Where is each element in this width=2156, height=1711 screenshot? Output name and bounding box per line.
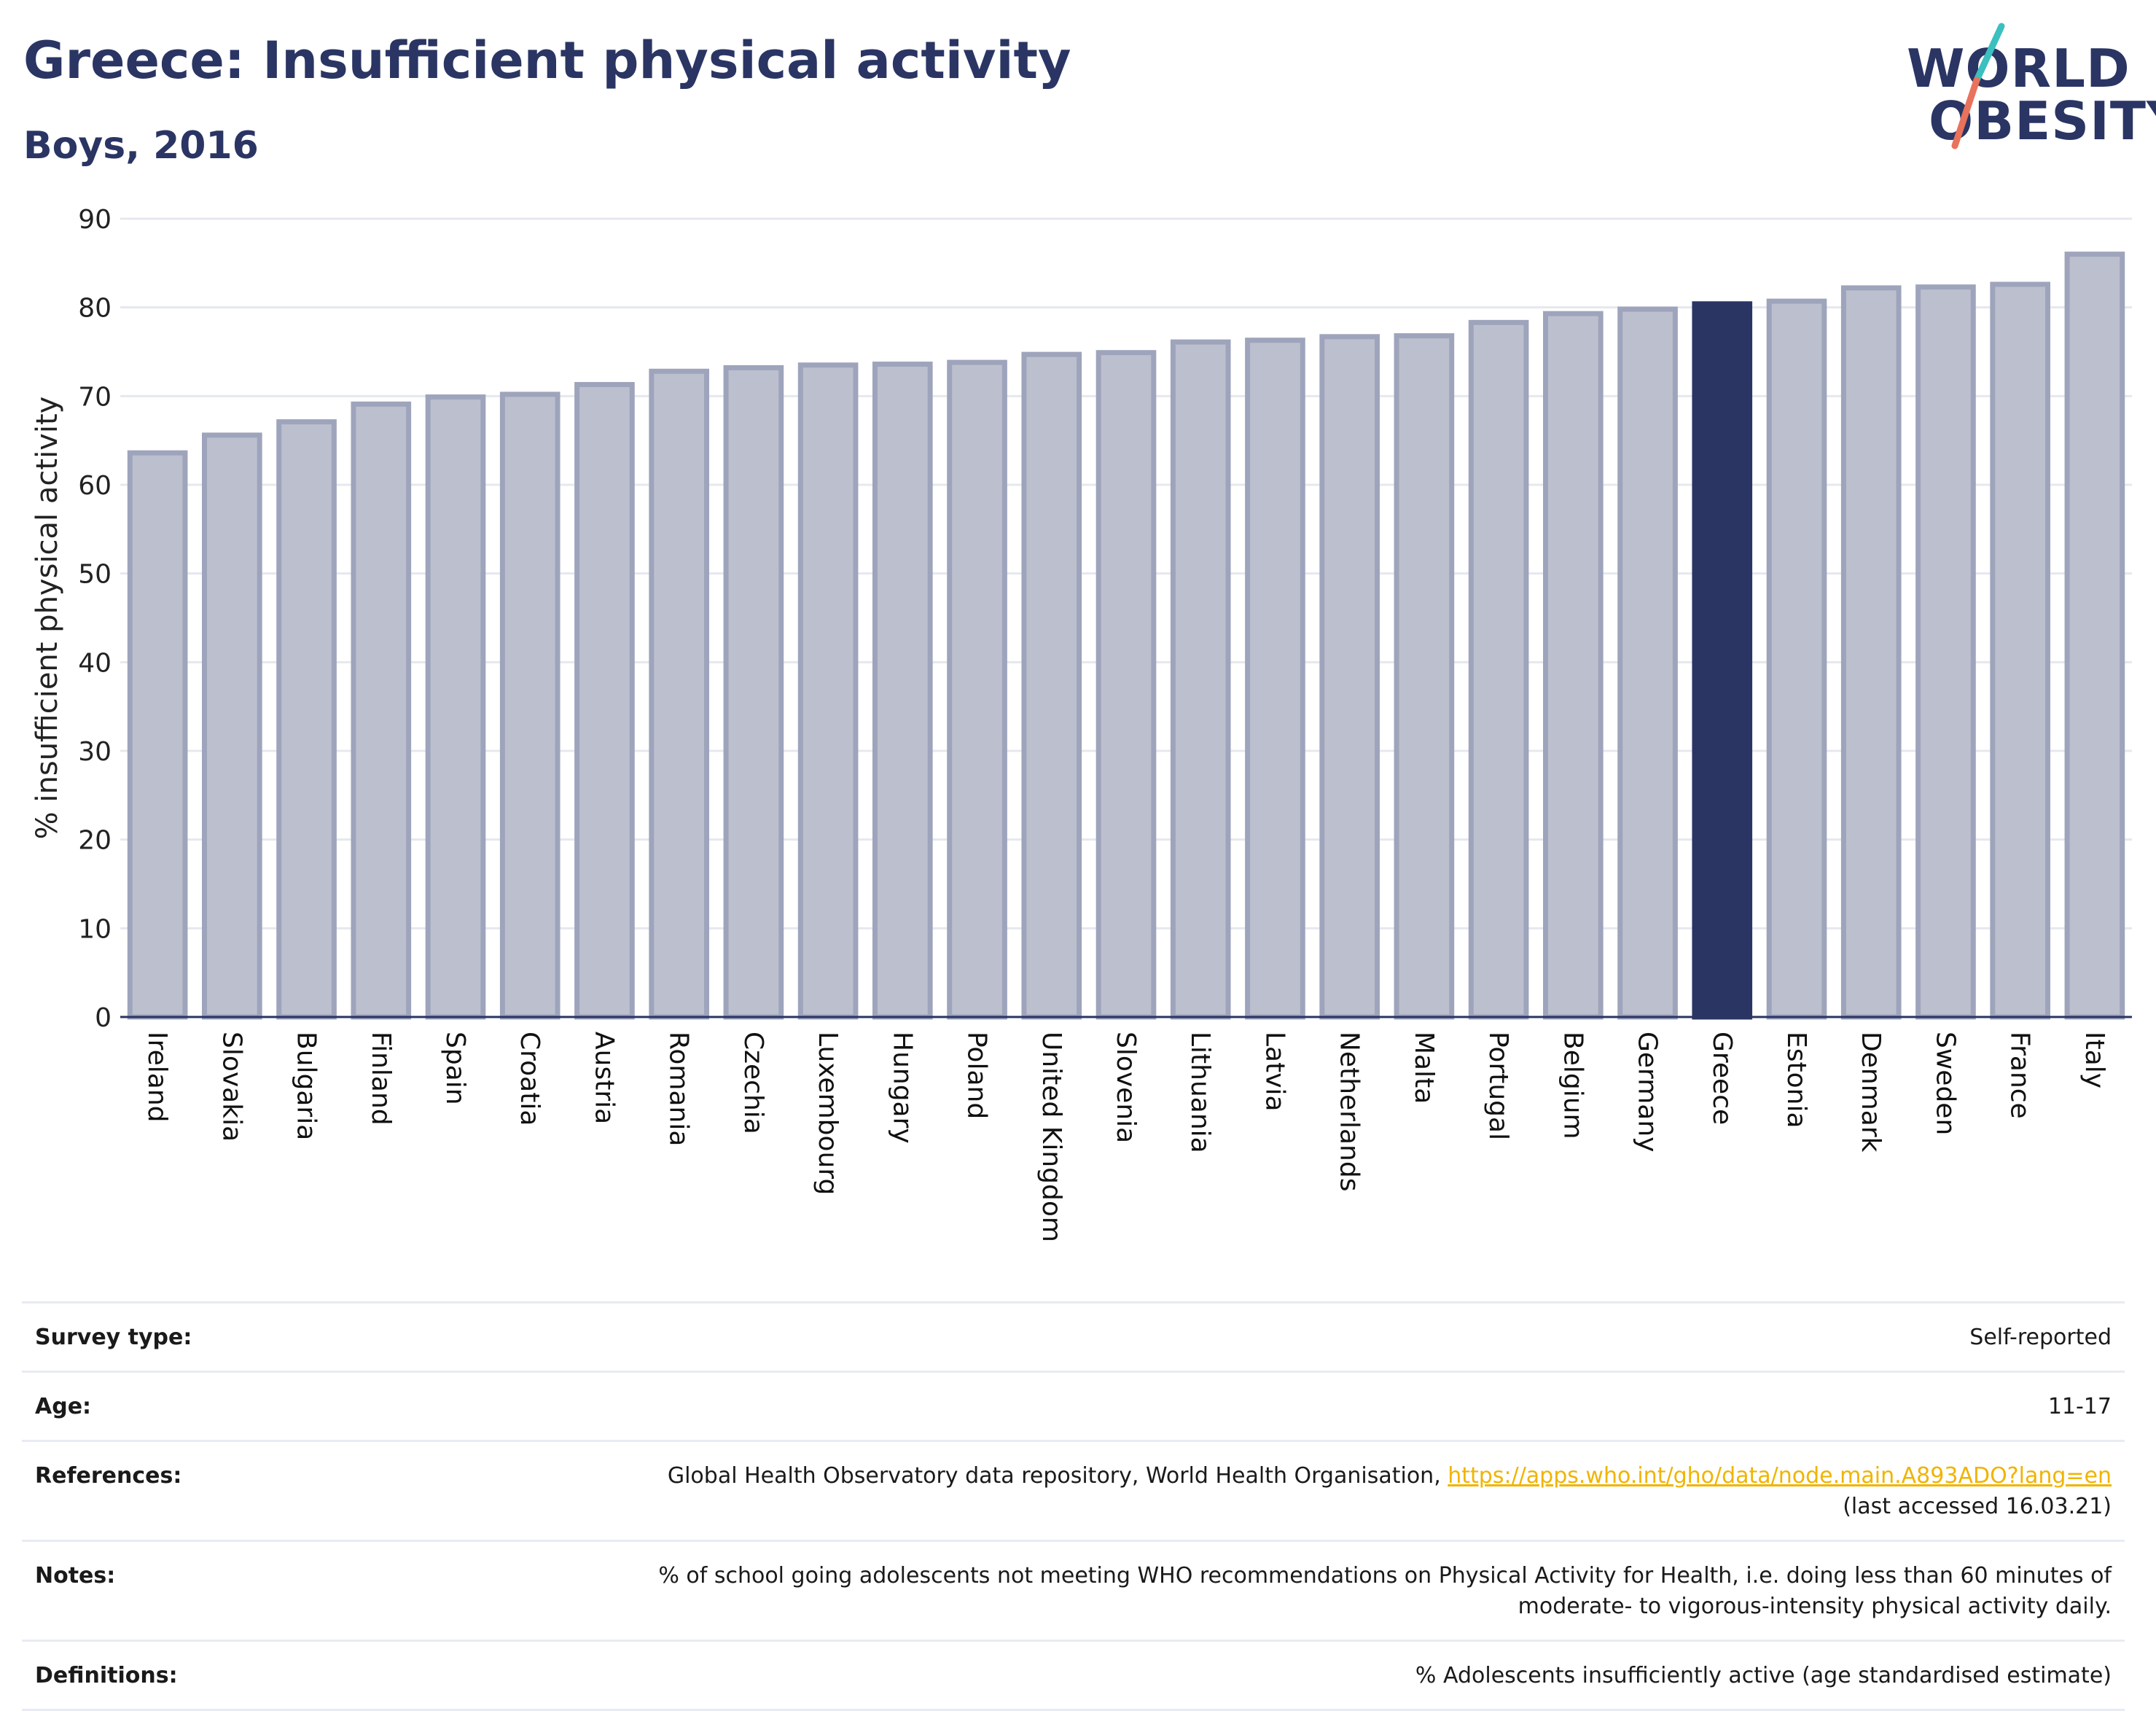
bar bbox=[1990, 281, 2050, 1020]
reference-text: Global Health Observatory data repositor… bbox=[667, 1463, 1448, 1489]
bar bbox=[1095, 350, 1157, 1020]
bar bbox=[1692, 301, 1753, 1020]
bar bbox=[1543, 311, 1604, 1020]
info-value: 11-17 bbox=[2047, 1394, 2112, 1419]
x-tick-label: Czechia bbox=[738, 1032, 768, 1134]
bar bbox=[1170, 339, 1231, 1020]
x-tick-label: Poland bbox=[962, 1032, 992, 1119]
info-label: Age: bbox=[35, 1394, 92, 1419]
bar bbox=[649, 368, 709, 1020]
x-tick-label: Denmark bbox=[1856, 1032, 1886, 1153]
bar bbox=[1245, 338, 1305, 1020]
info-table: Survey type: Self-reported Age: 11-17 Re… bbox=[22, 1301, 2125, 1711]
info-row-references: References: Global Health Observatory da… bbox=[22, 1440, 2125, 1540]
info-value: Global Health Observatory data repositor… bbox=[668, 1461, 2112, 1522]
bar bbox=[202, 432, 262, 1020]
x-tick-label: Bulgaria bbox=[292, 1032, 321, 1140]
info-value: Self-reported bbox=[1969, 1325, 2112, 1350]
x-tick-label: Austria bbox=[589, 1032, 619, 1124]
info-row-notes: Notes: % of school going adolescents not… bbox=[22, 1540, 2125, 1640]
y-tick-label: 30 bbox=[78, 737, 112, 767]
bar bbox=[872, 362, 933, 1020]
y-axis-label: % insufficient physical activity bbox=[31, 397, 64, 840]
y-tick-label: 10 bbox=[78, 914, 112, 944]
x-tick-label: Hungary bbox=[887, 1032, 917, 1144]
x-tick-label: Finland bbox=[366, 1032, 396, 1126]
bar bbox=[1766, 298, 1827, 1020]
reference-link[interactable]: https://apps.who.int/gho/data/node.main.… bbox=[1448, 1463, 2112, 1489]
info-row-age: Age: 11-17 bbox=[22, 1371, 2125, 1440]
y-tick-label: 70 bbox=[78, 382, 112, 412]
bar bbox=[351, 401, 412, 1020]
logo-slash-icon bbox=[1951, 23, 2005, 149]
bar bbox=[1021, 351, 1082, 1020]
y-tick-label: 90 bbox=[78, 205, 112, 235]
info-label: References: bbox=[35, 1463, 182, 1489]
bar bbox=[1394, 333, 1455, 1020]
info-label: Definitions: bbox=[35, 1663, 178, 1688]
x-tick-label: Greece bbox=[1707, 1032, 1737, 1125]
bar bbox=[276, 419, 337, 1020]
y-tick-label: 60 bbox=[78, 471, 112, 501]
bar bbox=[797, 362, 859, 1020]
x-tick-label: France bbox=[2005, 1032, 2035, 1119]
x-tick-label: Malta bbox=[1409, 1032, 1439, 1104]
y-tick-label: 40 bbox=[78, 648, 112, 678]
x-tick-label: Sweden bbox=[1930, 1032, 1960, 1135]
y-tick-label: 50 bbox=[78, 560, 112, 590]
bar bbox=[574, 382, 635, 1020]
bar bbox=[127, 450, 188, 1020]
bar bbox=[947, 359, 1007, 1020]
info-value: % Adolescents insufficiently active (age… bbox=[1415, 1663, 2112, 1688]
chart-title: Greece: Insufficient physical activity bbox=[23, 31, 1071, 90]
x-tick-label: Slovakia bbox=[216, 1032, 246, 1142]
y-tick-label: 20 bbox=[78, 826, 112, 856]
x-tick-label: Spain bbox=[440, 1032, 470, 1105]
info-row-definitions: Definitions: % Adolescents insufficientl… bbox=[22, 1640, 2125, 1711]
y-tick-label: 80 bbox=[78, 294, 112, 324]
bar-chart: 0 10 20 30 40 50 60 70 80 90 % insufficient physic… bbox=[31, 205, 2132, 1242]
bar bbox=[499, 391, 561, 1020]
reference-accessed: (last accessed 16.03.21) bbox=[1843, 1494, 2112, 1519]
logo-word-world: WORLD bbox=[1907, 38, 2130, 99]
x-tick-label: United Kingdom bbox=[1036, 1032, 1066, 1242]
x-tick-label: Germany bbox=[1633, 1032, 1663, 1152]
bar bbox=[1915, 284, 1976, 1020]
chart-subtitle: Boys, 2016 bbox=[23, 124, 259, 168]
bar bbox=[425, 394, 486, 1020]
x-tick-label: Croatia bbox=[515, 1032, 544, 1126]
info-label: Survey type: bbox=[35, 1325, 192, 1350]
info-value: % of school going adolescents not meetin… bbox=[658, 1563, 2112, 1619]
x-tick-label: Portugal bbox=[1483, 1032, 1513, 1140]
bar bbox=[2064, 252, 2125, 1020]
x-tick-label: Slovenia bbox=[1111, 1032, 1141, 1143]
x-tick-label: Ireland bbox=[142, 1032, 172, 1123]
bar bbox=[1840, 285, 1902, 1020]
x-tick-label: Lithuania bbox=[1185, 1032, 1215, 1153]
x-tick-label: Latvia bbox=[1259, 1032, 1289, 1112]
x-tick-label: Belgium bbox=[1558, 1032, 1587, 1139]
bar bbox=[1468, 319, 1529, 1020]
world-obesity-logo: WORLD OBESITY bbox=[1895, 22, 2156, 153]
bar bbox=[1319, 334, 1380, 1020]
info-label: Notes: bbox=[35, 1563, 116, 1589]
y-tick-label: 0 bbox=[95, 1003, 112, 1033]
x-tick-label: Netherlands bbox=[1335, 1032, 1364, 1191]
x-tick-label: Estonia bbox=[1781, 1032, 1811, 1129]
x-tick-label: Italy bbox=[2079, 1032, 2109, 1088]
info-row-survey-type: Survey type: Self-reported bbox=[22, 1301, 2125, 1371]
bar bbox=[1617, 306, 1678, 1020]
x-tick-label: Romania bbox=[664, 1032, 694, 1146]
bar bbox=[723, 365, 784, 1020]
x-tick-label: Luxembourg bbox=[813, 1032, 843, 1195]
